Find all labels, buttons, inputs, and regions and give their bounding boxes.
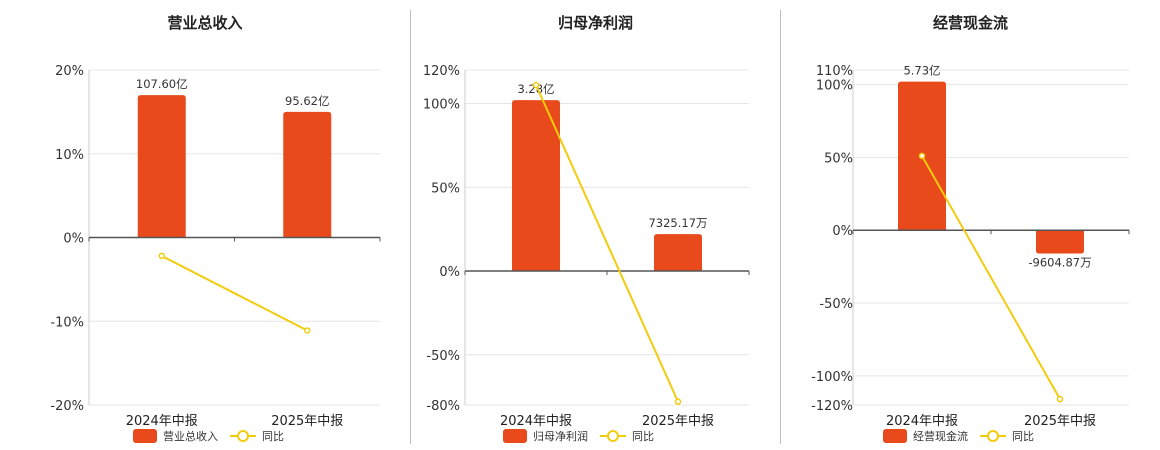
- legend-line-marker: [607, 430, 619, 442]
- panel-divider: [780, 10, 781, 444]
- y-tick-label: 20%: [55, 64, 84, 79]
- chart-panel-net-profit: 归母净利润 120% 100% 50% 0% -50% -80% 3.28亿 7325.17万…: [411, 0, 780, 450]
- yoy-point: [304, 327, 311, 334]
- bar: [283, 111, 332, 238]
- x-category-label: 2025年中报: [271, 414, 343, 429]
- yoy-point: [918, 152, 926, 160]
- y-tick-label: 0%: [63, 232, 84, 247]
- bar: [654, 234, 702, 271]
- legend-bar-label: 归母净利润: [533, 429, 588, 443]
- chart-title: 归母净利润: [557, 14, 633, 32]
- chart-svg: 110%100% 50% 0% -50% -100% -120% 5.73亿 -9604.87…: [811, 64, 1130, 443]
- y-tick-label: 120%: [423, 64, 460, 79]
- bar: [137, 95, 186, 238]
- y-tick-label: -50%: [426, 349, 460, 364]
- y-tick-label: 100%: [423, 98, 460, 113]
- x-category-label: 2025年中报: [642, 414, 714, 429]
- y-tick-label: 10%: [55, 148, 84, 163]
- y-tick-label: -100%: [811, 370, 853, 385]
- y-tick-label: 110%: [816, 64, 853, 79]
- x-category-label: 2025年中报: [1024, 414, 1096, 429]
- legend-line-label: 同比: [632, 430, 654, 443]
- yoy-point: [158, 252, 165, 260]
- legend-line-marker: [237, 430, 249, 442]
- legend-bar-swatch: [133, 429, 157, 443]
- bar-data-label: 107.60亿: [136, 77, 188, 91]
- y-tick-label: 50%: [431, 181, 460, 196]
- y-tick-label: -10%: [50, 315, 84, 330]
- y-tick-label: 0%: [439, 265, 460, 280]
- legend-bar-swatch: [883, 429, 907, 443]
- chart-panel-revenue: 营业总收入 20% 10% 0% -10% -20% 107.60亿 95.62亿 2024年…: [0, 0, 410, 450]
- y-tick-label: 100%: [816, 79, 853, 94]
- y-tick-label: 50%: [824, 151, 853, 166]
- legend-line-label: 同比: [262, 430, 284, 443]
- y-tick-label: -80%: [426, 399, 460, 414]
- y-tick-label: 0%: [832, 224, 853, 239]
- bar-data-label: 3.28亿: [517, 82, 554, 96]
- yoy-point: [1056, 395, 1064, 403]
- bar-data-label: -9604.87万: [1028, 256, 1091, 270]
- bar-data-label: 7325.17万: [648, 216, 707, 230]
- x-category-label: 2024年中报: [500, 414, 572, 429]
- legend-line-label: 同比: [1012, 430, 1034, 443]
- panel-divider: [410, 10, 411, 444]
- chart-title: 营业总收入: [167, 14, 243, 32]
- y-tick-label: -120%: [811, 399, 853, 414]
- legend-bar-swatch: [503, 429, 527, 443]
- chart-title: 经营现金流: [932, 14, 1008, 32]
- y-tick-label: -50%: [819, 297, 853, 312]
- chart-panel-cash-flow: 经营现金流 110% 100% 50% 0% -50% -100% -120% 5.73亿 -9…: [781, 0, 1160, 450]
- chart-svg: 120% 100% 50% 0% -50% -80% 3.28亿 7325.17万 2024年中…: [423, 64, 750, 443]
- bar: [512, 100, 560, 272]
- x-category-label: 2024年中报: [886, 414, 958, 429]
- yoy-point: [532, 81, 540, 89]
- legend-bar-label: 经营现金流: [913, 429, 968, 443]
- yoy-line: [161, 255, 308, 332]
- x-category-label: 2024年中报: [126, 414, 198, 429]
- legend-bar-label: 营业总收入: [163, 429, 218, 443]
- yoy-point: [674, 398, 682, 405]
- yoy-line: [535, 84, 679, 403]
- legend-line-marker: [987, 430, 999, 442]
- y-tick-label: -20%: [50, 399, 84, 414]
- chart-svg: 20% 10% 0% -10% -20% 107.60亿 95.62亿 2024年中报 2025…: [50, 64, 381, 443]
- yoy-line: [921, 155, 1061, 400]
- bar: [1036, 230, 1084, 254]
- bar-data-label: 5.73亿: [903, 64, 940, 78]
- bar-data-label: 95.62亿: [285, 94, 329, 108]
